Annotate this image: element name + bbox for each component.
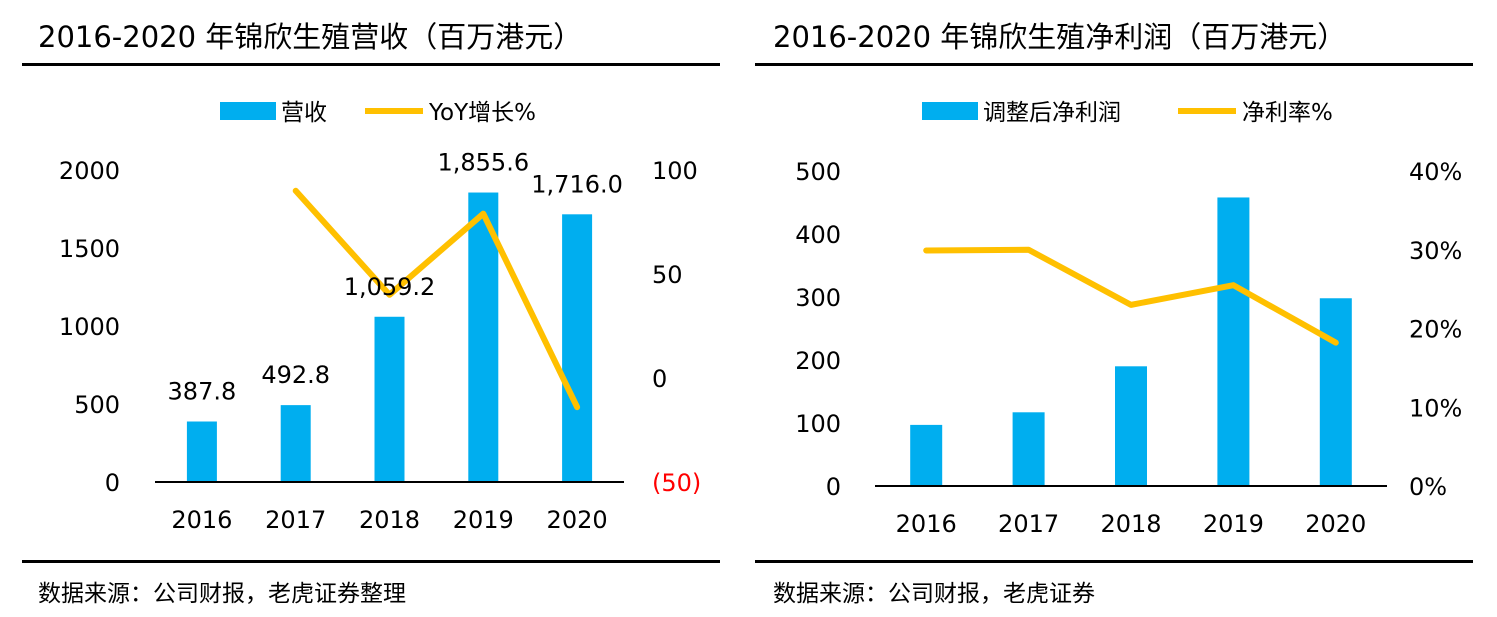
data-label: 492.8 — [261, 361, 330, 389]
bar — [562, 214, 593, 482]
y-right-tick-label: 10% — [1409, 394, 1462, 422]
x-tick-label: 2020 — [1305, 510, 1366, 538]
bar — [1115, 366, 1147, 486]
y-left-tick-label: 0 — [105, 469, 120, 497]
y-right-tick-label: (50) — [652, 469, 701, 497]
legend-bar-label: 营收 — [281, 100, 327, 126]
x-tick-label: 2019 — [1203, 510, 1264, 538]
data-label: 1,716.0 — [531, 170, 623, 198]
y-left-tick-label: 1000 — [59, 313, 120, 341]
legend-line-label: 净利率% — [1242, 100, 1333, 126]
legend-bar-label: 调整后净利润 — [983, 100, 1121, 126]
y-left-tick-label: 0 — [826, 473, 841, 501]
revenue-chart: 营收 YoY增长% 0 500 1000 1500 2000 (50) 0 50 100 2016 20… — [59, 100, 701, 534]
y-left-tick-label: 400 — [795, 221, 841, 249]
net-profit-chart: 调整后净利润 净利率% 0 100 200 300 400 500 0% 10% 20% 30% 40%… — [795, 100, 1462, 538]
x-tick-label: 2017 — [265, 506, 326, 534]
source-divider — [755, 560, 1473, 563]
x-tick-label: 2019 — [453, 506, 514, 534]
bar — [1217, 197, 1250, 486]
x-tick-label: 2018 — [1100, 510, 1161, 538]
source-note: 数据来源：公司财报，老虎证券 — [773, 581, 1095, 607]
y-right-tick-label: 100 — [652, 157, 698, 185]
legend-line-label: YoY增长% — [428, 100, 536, 126]
y-right-tick-label: 0 — [652, 365, 667, 393]
y-right-tick-label: 0% — [1409, 473, 1447, 501]
chart-title: 2016-2020 年锦欣生殖净利润（百万港元） — [773, 20, 1347, 54]
legend-bar-swatch — [220, 102, 276, 120]
y-left-tick-label: 100 — [795, 410, 841, 438]
y-left-tick-label: 500 — [74, 391, 120, 419]
x-tick-label: 2020 — [547, 506, 608, 534]
y-left-tick-label: 500 — [795, 158, 841, 186]
revenue-chart-panel: 2016-2020 年锦欣生殖营收（百万港元） 营收 YoY增长% 0 500 1000… — [0, 0, 740, 617]
y-left-tick-label: 200 — [795, 347, 841, 375]
bar — [374, 316, 405, 482]
data-label: 1,855.6 — [437, 149, 529, 177]
x-tick-label: 2016 — [171, 506, 232, 534]
x-tick-label: 2016 — [896, 510, 957, 538]
line-series — [292, 187, 581, 411]
bar — [1319, 298, 1352, 486]
line-series — [923, 246, 1339, 346]
title-divider — [22, 63, 720, 66]
source-divider — [22, 560, 720, 563]
y-right-tick-label: 20% — [1409, 316, 1462, 344]
bar — [910, 424, 943, 486]
y-left-tick-label: 2000 — [59, 157, 120, 185]
bar — [280, 405, 311, 482]
title-divider — [755, 63, 1473, 66]
x-tick-label: 2017 — [998, 510, 1059, 538]
x-tick-label: 2018 — [359, 506, 420, 534]
data-label: 1,059.2 — [344, 273, 436, 301]
y-left-tick-label: 1500 — [59, 235, 120, 263]
y-left-tick-label: 300 — [795, 284, 841, 312]
net-profit-chart-panel: 2016-2020 年锦欣生殖净利润（百万港元） 调整后净利润 净利率% 0 100 2… — [740, 0, 1497, 617]
y-right-tick-label: 50 — [652, 261, 683, 289]
source-note: 数据来源：公司财报，老虎证券整理 — [38, 581, 406, 607]
y-right-tick-label: 40% — [1409, 158, 1462, 186]
bar — [1012, 412, 1045, 486]
chart-title: 2016-2020 年锦欣生殖营收（百万港元） — [38, 20, 583, 54]
y-right-tick-label: 30% — [1409, 237, 1462, 265]
legend-bar-swatch — [922, 102, 978, 120]
data-label: 387.8 — [168, 378, 237, 406]
bar — [186, 421, 217, 482]
